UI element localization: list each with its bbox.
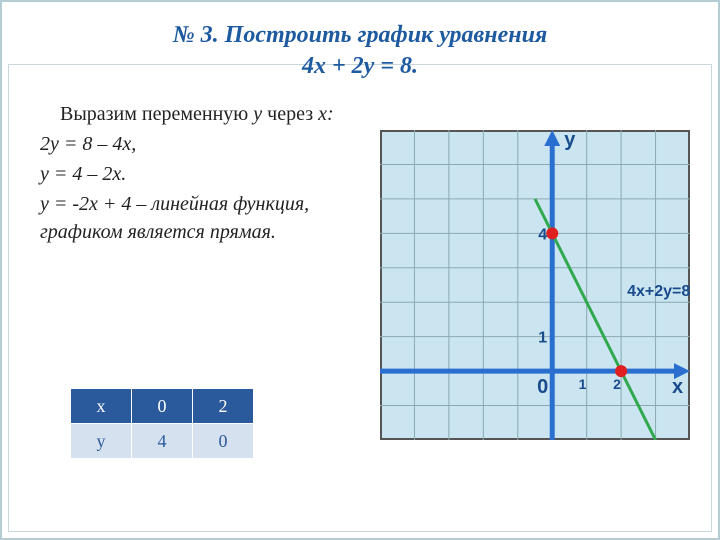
svg-text:2: 2 [613,376,621,392]
svg-text:4х+2у=8: 4х+2у=8 [627,283,690,300]
svg-text:4: 4 [538,226,547,243]
slide-title: № 3. Построить график уравнения 4х + 2у … [0,20,720,82]
coordinate-chart: у х 0 1 2 1 4 4х+2у=8 [380,130,690,440]
title-line-1: № 3. Построить график уравнения [173,22,548,48]
body-p4: у = -2х + 4 – линейная функция, графиком… [40,190,350,246]
th-0: 0 [132,389,193,424]
td-y: у [71,424,132,459]
svg-text:х: х [672,376,683,398]
td-0: 0 [193,424,254,459]
svg-text:у: у [564,130,576,151]
svg-text:1: 1 [579,376,587,392]
svg-text:0: 0 [537,376,548,398]
body-text: Выразим переменную у через х: 2у = 8 – 4… [40,100,350,248]
svg-text:1: 1 [538,330,547,347]
th-2: 2 [193,389,254,424]
body-p1b: у [253,103,262,125]
data-table: x 0 2 у 4 0 [70,388,254,459]
body-p1a: Выразим переменную [60,103,253,125]
th-x: x [71,389,132,424]
title-line-2: 4х + 2у = 8. [302,53,418,79]
td-4: 4 [132,424,193,459]
body-p1d: х: [318,103,334,125]
body-p3: у = 4 – 2х. [40,160,350,188]
body-p2: 2у = 8 – 4х, [40,130,350,158]
body-p1c: через [262,103,318,125]
